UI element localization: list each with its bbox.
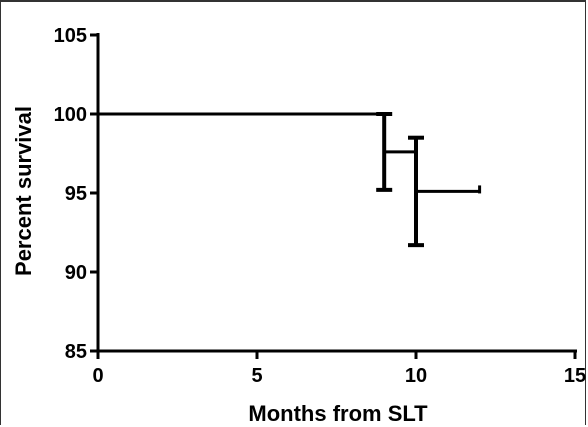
- y-tick-label: 85: [65, 341, 87, 363]
- x-tick-label: 5: [251, 365, 262, 387]
- x-tick-label: 15: [564, 365, 586, 387]
- survival-curve: [98, 112, 480, 193]
- y-tick-label: 100: [54, 104, 87, 126]
- y-tick-label: 90: [65, 262, 87, 284]
- x-tick-label: 10: [405, 365, 427, 387]
- x-axis-title: Months from SLT: [248, 401, 428, 426]
- y-tick-label: 95: [65, 183, 87, 205]
- y-tick-label: 105: [54, 25, 87, 47]
- x-tick-label: 0: [92, 365, 103, 387]
- y-axis-title: Percent survival: [11, 106, 36, 276]
- plot-area: [98, 112, 482, 248]
- axes: 85 90 95 100 105 0 5 10 15: [54, 25, 587, 387]
